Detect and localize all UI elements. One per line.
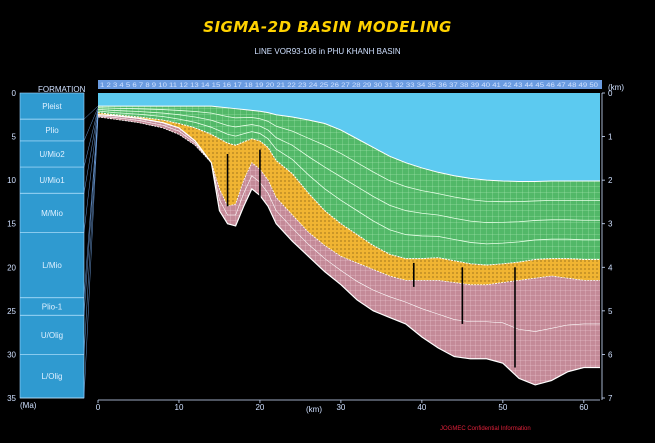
formation-label: L/Mio	[42, 261, 62, 270]
green-internal-horizon	[97, 108, 600, 224]
correlation-line	[83, 107, 99, 142]
correlation-line	[83, 116, 99, 355]
formation-label: U/Olig	[41, 331, 63, 340]
y-tick-label: 0	[608, 89, 613, 98]
age-tick-label: 30	[7, 350, 16, 359]
fault-lines	[226, 149, 516, 368]
x-tick-label: 50	[498, 403, 507, 412]
correlation-line	[83, 111, 99, 233]
age-tick-label: 0	[12, 89, 17, 98]
orange-top-horizon	[97, 112, 600, 266]
formation-panel: FORMATION (Ma) Pleist Plio U/Mio2 U/Mio1 M/M…	[7, 85, 99, 410]
age-ticks: 0 5 10 15 20 25 30 35	[7, 89, 16, 403]
y-tick-label: 1	[608, 133, 613, 142]
timestep-bar	[98, 80, 602, 89]
x-tick-label: 20	[255, 403, 264, 412]
formation-column-bg	[19, 92, 85, 399]
green-strata	[98, 106, 600, 266]
x-tick-label: 40	[417, 403, 426, 412]
section-subtitle: LINE VOR93-106 in PHU KHANH BASIN	[254, 47, 401, 56]
formation-label: L/Olig	[42, 372, 63, 381]
green-internal-horizon	[97, 110, 600, 245]
correlation-line	[83, 114, 99, 316]
pink-internal-horizon	[97, 115, 600, 332]
y-tick-label: 6	[608, 350, 613, 359]
formation-label: Pleist	[42, 102, 62, 111]
app-title: SIGMA-2D BASIN MODELING	[203, 18, 452, 36]
correlation-lines	[83, 105, 99, 399]
age-tick-label: 15	[7, 220, 16, 229]
pink-strata	[98, 114, 600, 385]
cross-section-plot: 1 2 3 4 5 6 7 8 9 10 11 12 13 14 15 16 1…	[96, 80, 624, 414]
age-unit-label: (Ma)	[20, 401, 37, 410]
y-tick-label: 2	[608, 176, 613, 185]
formation-header: FORMATION	[38, 85, 86, 94]
timestep-bar-labels: 1 2 3 4 5 6 7 8 9 10 11 12 13 14 15 16 1…	[100, 83, 599, 89]
y-tick-label: 4	[608, 263, 613, 272]
formation-label: U/Mio2	[39, 150, 65, 159]
y-tick-label: 7	[608, 394, 613, 403]
x-tick-label: 60	[579, 403, 588, 412]
age-tick-label: 25	[7, 307, 16, 316]
green-internal-horizon	[97, 107, 600, 203]
y-axis: 0 1 2 3 4 5 6 7	[601, 89, 613, 403]
age-tick-label: 10	[7, 176, 16, 185]
correlation-line	[83, 105, 99, 120]
age-tick-label: 5	[12, 133, 17, 142]
formation-label: Plio	[45, 126, 59, 135]
strata-layers	[97, 93, 600, 386]
correlation-line	[83, 110, 99, 194]
confidential-credit: JOGMEC Confidential Information	[440, 426, 531, 432]
y-tick-label: 5	[608, 307, 613, 316]
formation-label: U/Mio1	[39, 176, 65, 185]
pink-top-horizon	[97, 116, 600, 286]
y-tick-label: 3	[608, 220, 613, 229]
orange-strata	[98, 112, 600, 285]
x-tick-label: 0	[96, 403, 101, 412]
formation-label: M/Mio	[41, 209, 63, 218]
age-tick-label: 35	[7, 394, 16, 403]
correlation-line	[83, 117, 99, 399]
water-column	[98, 93, 600, 182]
correlation-line	[83, 113, 99, 298]
x-tick-label: 10	[175, 403, 184, 412]
formation-label: Plio-1	[42, 303, 63, 312]
age-tick-label: 20	[7, 263, 16, 272]
seabed-horizon	[98, 105, 600, 182]
x-tick-label: 30	[336, 403, 345, 412]
formation-column: Pleist Plio U/Mio2 U/Mio1 M/Mio L/Mio Plio-1 U/…	[19, 92, 85, 399]
basement-horizon	[97, 114, 600, 386]
x-axis: 0 10 20 30 40 50 60	[96, 399, 600, 412]
y-axis-label: (km)	[608, 83, 624, 92]
correlation-line	[83, 108, 99, 168]
x-axis-label: (km)	[306, 405, 322, 414]
